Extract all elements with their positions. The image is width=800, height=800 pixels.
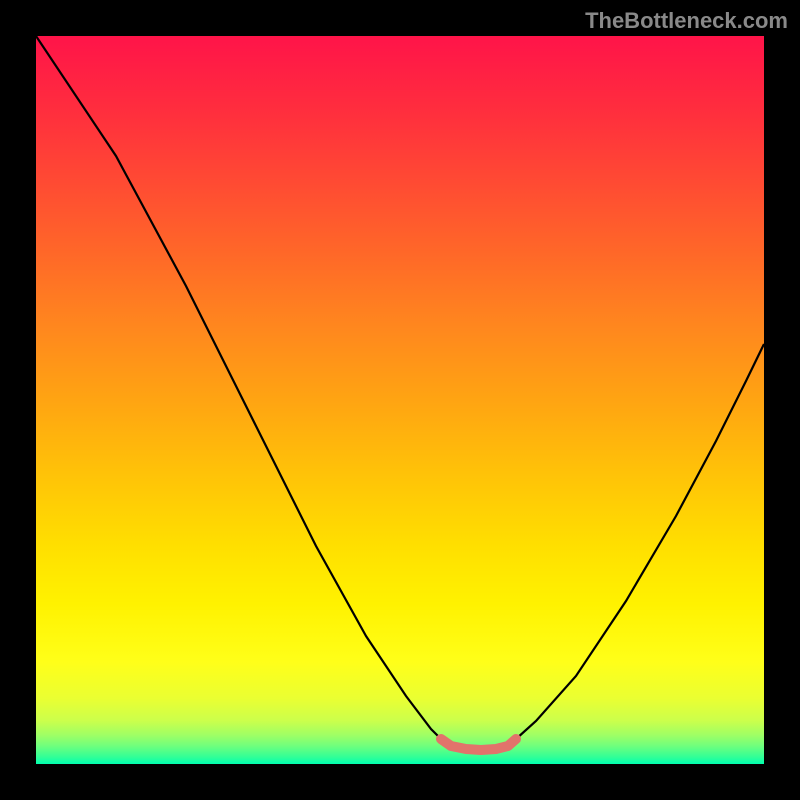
watermark-text: TheBottleneck.com <box>585 8 788 34</box>
chart-container: TheBottleneck.com <box>0 0 800 800</box>
gradient-background <box>36 36 764 764</box>
plot-svg <box>36 36 764 764</box>
plot-area <box>36 36 764 764</box>
